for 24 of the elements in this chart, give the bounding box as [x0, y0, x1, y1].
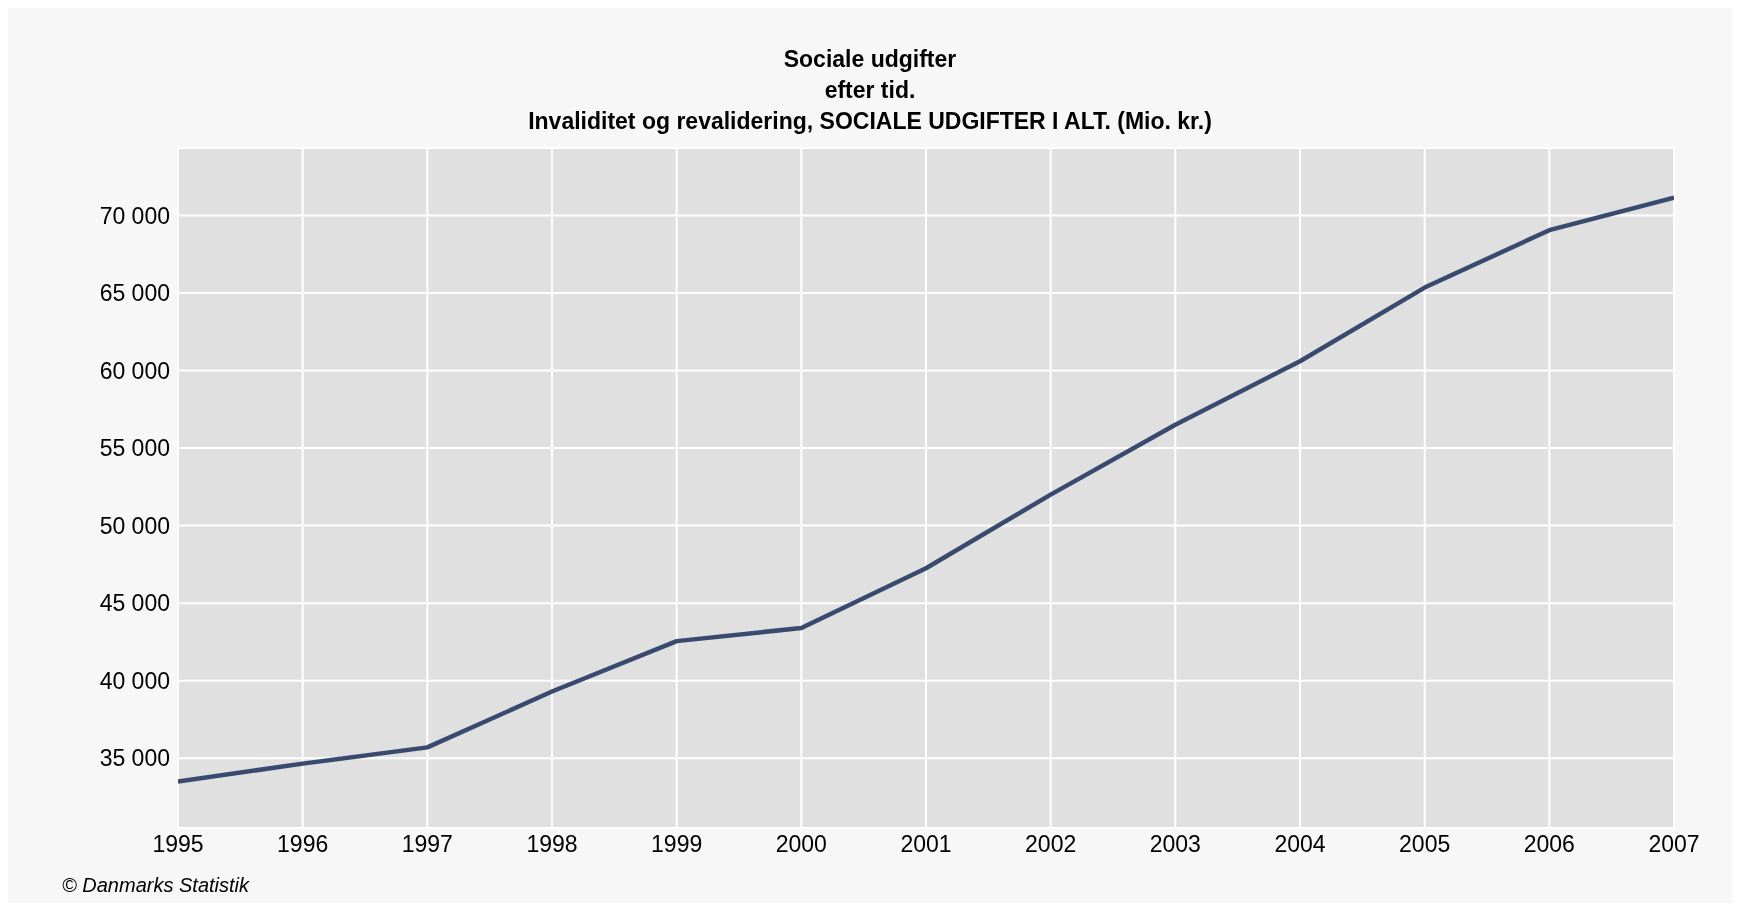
x-tick-label: 2000 [775, 831, 827, 858]
x-tick-label: 2003 [1149, 831, 1201, 858]
line-series [178, 195, 1674, 784]
y-tick-label: 35 000 [99, 745, 170, 772]
y-tick-label: 65 000 [99, 280, 170, 307]
x-tick-label: 2004 [1274, 831, 1326, 858]
y-tick-label: 70 000 [99, 202, 170, 229]
x-tick-label: 2005 [1399, 831, 1451, 858]
x-tick-label: 2001 [900, 831, 952, 858]
y-tick-label: 45 000 [99, 590, 170, 617]
x-tick-label: 1999 [651, 831, 703, 858]
x-tick-label: 1997 [401, 831, 453, 858]
y-tick-label: 60 000 [99, 357, 170, 384]
y-tick-label: 55 000 [99, 435, 170, 462]
x-tick-label: 2002 [1025, 831, 1077, 858]
text: © Danmarks Statistik [62, 874, 250, 897]
x-tick-label: 2006 [1523, 831, 1575, 858]
y-tick-label: 50 000 [99, 512, 170, 539]
x-tick-label: 1998 [526, 831, 578, 858]
x-tick-label: 1995 [152, 831, 204, 858]
x-tick-label: 1996 [277, 831, 329, 858]
x-tick-label: 2007 [1648, 831, 1700, 858]
y-tick-label: 40 000 [99, 667, 170, 694]
chart-title: Sociale udgifter efter tid. Invaliditet og revalidering, SOCIALE UDGIFTER I ALT. (Mio. kr.) [527, 45, 1213, 136]
